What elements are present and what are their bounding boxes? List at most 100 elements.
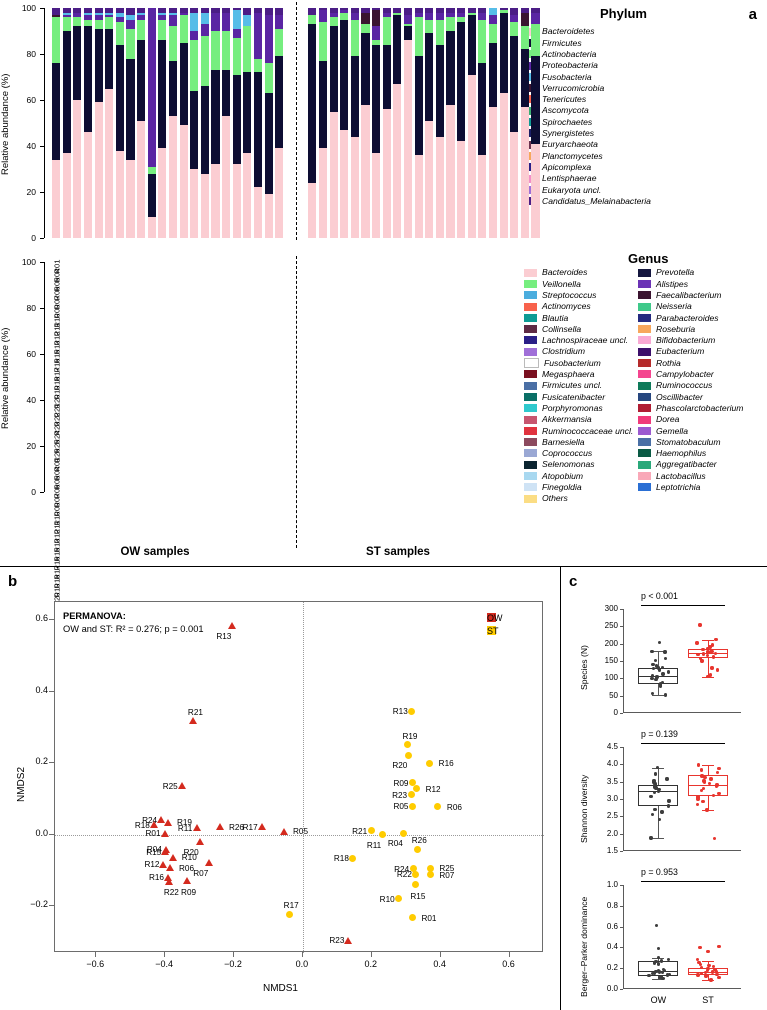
phylum-legend-item: Actinobacteria bbox=[524, 49, 651, 60]
y-axis-tick-label: 60 bbox=[26, 349, 36, 359]
legend-label: Streptococcus bbox=[542, 289, 597, 300]
boxplot-y-tick-label: 150 bbox=[604, 656, 618, 665]
phylum-legend-item: Euryarchaeota bbox=[524, 139, 651, 150]
nmds-point-ow bbox=[159, 860, 168, 868]
bar-segment bbox=[425, 12, 434, 20]
bar-segment bbox=[393, 83, 402, 238]
bar-segment bbox=[520, 49, 529, 107]
legend-label: Proteobacteria bbox=[542, 60, 598, 71]
boxplot-data-point bbox=[709, 777, 713, 781]
boxplot-y-tick-label: 0.0 bbox=[606, 984, 618, 993]
legend-label: Coprococcus bbox=[542, 448, 593, 459]
bar-column bbox=[222, 8, 231, 238]
bar-segment bbox=[158, 8, 167, 13]
bar-column bbox=[179, 8, 188, 238]
bar-segment bbox=[531, 8, 540, 13]
bar-segment bbox=[232, 10, 241, 29]
genus-legend-item: Bifidobacterium bbox=[638, 335, 743, 346]
bar-segment bbox=[414, 56, 423, 156]
legend-swatch bbox=[524, 185, 537, 194]
bar-column bbox=[499, 8, 508, 238]
bar-segment bbox=[83, 132, 93, 238]
bar-segment bbox=[94, 28, 103, 103]
y-axis-tick-label: 100 bbox=[21, 3, 36, 13]
boxplot-data-point bbox=[650, 691, 655, 696]
bar-segment bbox=[499, 8, 508, 11]
nmds-point-st bbox=[408, 779, 416, 787]
bar-column bbox=[361, 262, 369, 492]
y-axis-tick bbox=[40, 354, 44, 355]
bar-column bbox=[318, 8, 328, 238]
bar-segment bbox=[510, 132, 519, 238]
nmds-point-label: R01 bbox=[145, 829, 161, 838]
bar-segment bbox=[137, 120, 146, 238]
boxplot-data-point bbox=[658, 668, 662, 672]
boxplot-whisker bbox=[707, 795, 709, 811]
legend-label: Stomatobaculum bbox=[656, 436, 721, 447]
bar-column bbox=[510, 262, 518, 492]
bar-segment bbox=[137, 19, 146, 41]
bar-segment bbox=[318, 60, 328, 149]
bar-segment bbox=[403, 24, 413, 27]
boxplot-data-point bbox=[703, 970, 707, 975]
legend-swatch bbox=[638, 426, 651, 435]
bar-column bbox=[169, 262, 177, 492]
boxplot-frame bbox=[623, 609, 741, 713]
boxplot-data-point bbox=[649, 794, 653, 798]
nmds-point-ow bbox=[205, 859, 214, 867]
boxplot-y-tick-label: 1.0 bbox=[606, 880, 618, 889]
bar-segment bbox=[52, 159, 61, 238]
nmds-x-tick-label: −0.2 bbox=[224, 959, 242, 969]
boxplot-significance-bar bbox=[641, 743, 725, 744]
boxplot-0: 0 50 100 150 200 250 300 Species (N) p < 0.001 bbox=[561, 591, 767, 735]
bar-segment bbox=[147, 8, 156, 167]
phylum-legend-item: Fusobacteria bbox=[524, 71, 651, 82]
bar-segment bbox=[520, 26, 529, 50]
bar-segment bbox=[361, 33, 370, 105]
boxplot-data-point bbox=[656, 956, 661, 960]
legend-swatch bbox=[524, 438, 537, 447]
bar-segment bbox=[340, 12, 349, 20]
bar-column bbox=[415, 262, 423, 492]
legend-swatch bbox=[638, 336, 651, 345]
bar-segment bbox=[126, 159, 135, 238]
boxplot-data-point bbox=[656, 789, 661, 794]
nmds-points-layer: R13 R21 R25 R24 R19 R18 R01 R11 R20 R26 R17 R05 R04 R… bbox=[55, 602, 544, 953]
boxplot-data-point bbox=[660, 680, 665, 685]
bar-segment bbox=[190, 12, 199, 32]
boxplot-whisker bbox=[707, 639, 709, 649]
bar-segment bbox=[222, 8, 231, 13]
legend-swatch bbox=[487, 613, 496, 622]
boxplot-x-axis-label: OW bbox=[650, 995, 667, 1005]
bar-segment bbox=[531, 56, 540, 144]
bar-column bbox=[308, 262, 316, 492]
bar-segment bbox=[275, 28, 284, 57]
bar-segment bbox=[83, 8, 93, 13]
genus-legend-column-2: Prevotella Alistipes Faecalibacterium Neiss… bbox=[638, 267, 743, 493]
boxplot-y-axis-title: Berger–Parker dominance bbox=[579, 896, 589, 997]
y-axis-tick-label: 60 bbox=[26, 95, 36, 105]
bar-column bbox=[264, 8, 273, 238]
boxplot-whisker-cap bbox=[652, 694, 665, 696]
bar-segment bbox=[382, 44, 391, 110]
bar-segment bbox=[510, 35, 519, 133]
bar-segment bbox=[158, 19, 167, 41]
boxplot-data-point bbox=[698, 962, 703, 967]
nmds-y-tick-label: 0.0 bbox=[35, 827, 48, 838]
boxplot-data-point bbox=[711, 970, 715, 974]
legend-swatch bbox=[524, 415, 537, 424]
y-axis-tick-label: 0 bbox=[31, 487, 36, 497]
legend-swatch bbox=[638, 313, 651, 322]
boxplot-y-tick-label: 0.4 bbox=[606, 942, 618, 952]
boxplot-data-point bbox=[702, 780, 707, 785]
bar-segment bbox=[340, 10, 349, 13]
boxplot-whisker-cap bbox=[652, 837, 665, 839]
nmds-point-st bbox=[395, 895, 403, 903]
nmds-point-label: R18 bbox=[333, 854, 349, 864]
legend-swatch bbox=[638, 268, 651, 277]
boxplot-data-point bbox=[666, 804, 671, 808]
bar-segment bbox=[190, 8, 199, 13]
boxplot-data-point bbox=[705, 808, 709, 812]
legend-swatch bbox=[524, 313, 537, 322]
bar-segment bbox=[211, 12, 220, 32]
